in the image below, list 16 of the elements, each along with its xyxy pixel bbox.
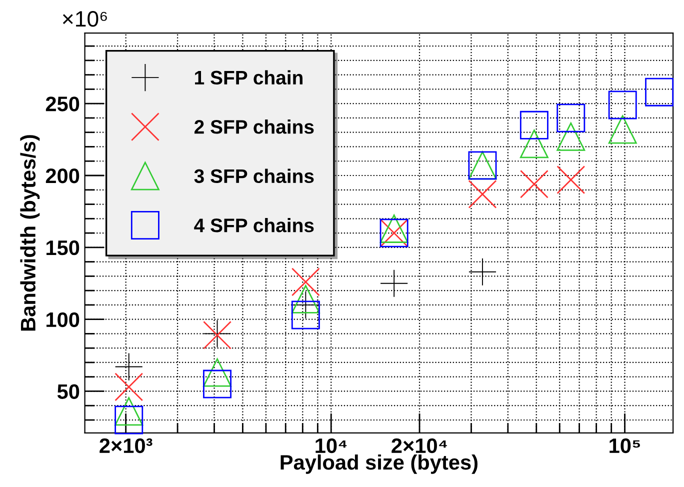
text: ×10⁶ [62,10,107,27]
y-tick-label: 100 [46,312,80,328]
y-tick-label: 250 [46,96,80,112]
x-tick-label: 10⁵ [610,438,640,454]
y-axis-title: Bandwidth (bytes/s) [20,135,40,331]
legend-label: 3 SFP chains [194,168,314,184]
legend-label: 4 SFP chains [194,218,314,232]
x-tick-label: 2×10⁴ [392,438,447,454]
y-tick-label: 150 [46,240,80,256]
x-axis-title: Payload size (bytes) [280,454,478,474]
x-tick-label: 2×10³ [100,438,152,454]
legend-label: 1 SFP chain [195,70,302,85]
y-tick-label: 200 [46,168,80,184]
x-tick-label: 10⁴ [316,438,347,454]
legend-label: 2 SFP chains [194,120,314,134]
y-tick-label: 50 [57,384,80,399]
